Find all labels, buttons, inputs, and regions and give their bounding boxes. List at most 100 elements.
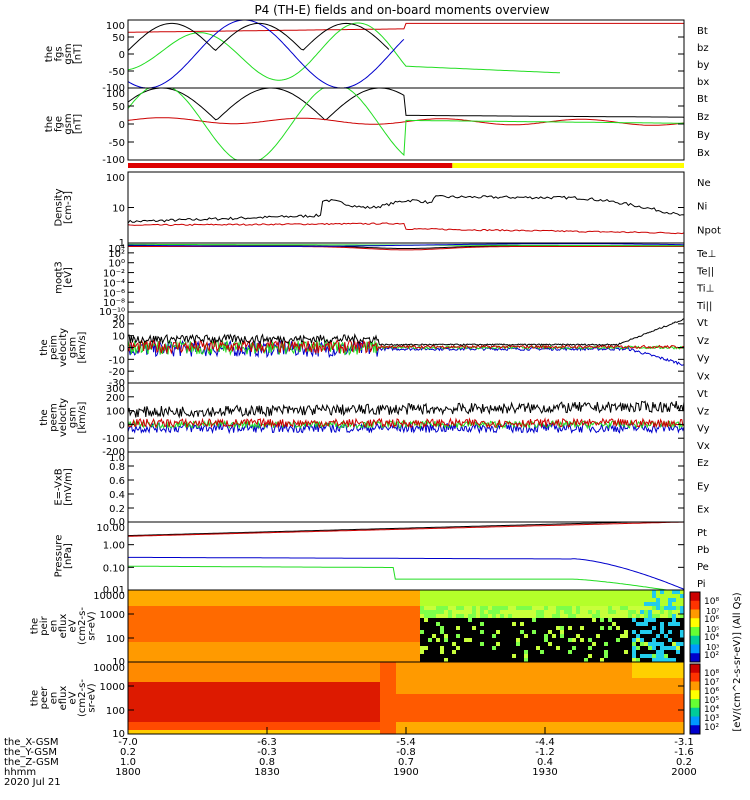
spectrogram-cell bbox=[184, 658, 189, 662]
spectrogram-cell bbox=[428, 702, 433, 707]
spectrogram-cell bbox=[544, 614, 549, 619]
spectrogram-cell bbox=[180, 650, 185, 655]
spectrogram-cell bbox=[516, 690, 521, 695]
spectrogram-cell bbox=[484, 638, 489, 643]
spectrogram-cell bbox=[196, 598, 201, 603]
spectrogram-cell bbox=[544, 666, 549, 671]
spectrogram-cell bbox=[144, 674, 149, 679]
spectrogram-cell bbox=[296, 666, 301, 671]
spectrogram-cell bbox=[136, 622, 141, 627]
spectrogram-cell bbox=[260, 626, 265, 631]
spectrogram-cell bbox=[260, 642, 265, 647]
spectrogram-cell bbox=[584, 718, 589, 723]
spectrogram-cell bbox=[504, 714, 509, 719]
spectrogram-cell bbox=[272, 706, 277, 711]
spectrogram-cell bbox=[396, 634, 401, 639]
spectrogram-cell bbox=[300, 690, 305, 695]
spectrogram-cell bbox=[640, 630, 645, 635]
spectrogram-cell bbox=[144, 646, 149, 651]
spectrogram-cell bbox=[268, 618, 273, 623]
spectrogram-cell bbox=[340, 590, 345, 595]
y-tick-label: -20 bbox=[109, 367, 125, 378]
spectrogram-cell bbox=[180, 654, 185, 659]
spectrogram-cell bbox=[488, 618, 493, 623]
spectrogram-cell bbox=[340, 678, 345, 683]
spectrogram-cell bbox=[404, 614, 409, 619]
spectrogram-cell bbox=[480, 722, 485, 727]
spectrogram-cell bbox=[268, 622, 273, 627]
spectrogram-cell bbox=[452, 638, 457, 643]
spectrogram-cell bbox=[324, 638, 329, 643]
spectrogram-cell bbox=[616, 606, 621, 611]
spectrogram-cell bbox=[280, 642, 285, 647]
spectrogram-cell bbox=[304, 618, 309, 623]
spectrogram-cell bbox=[428, 614, 433, 619]
spectrogram-cell bbox=[184, 642, 189, 647]
spectrogram-cell bbox=[388, 634, 393, 639]
spectrogram-cell bbox=[192, 694, 197, 699]
spectrogram-cell bbox=[152, 682, 157, 687]
spectrogram-cell bbox=[548, 698, 553, 703]
spectrogram-cell bbox=[616, 678, 621, 683]
spectrogram-cell bbox=[392, 662, 397, 667]
spectrogram-cell bbox=[356, 662, 361, 667]
spectrogram-cell bbox=[152, 626, 157, 631]
spectrogram-cell bbox=[252, 674, 257, 679]
spectrogram-cell bbox=[528, 658, 533, 662]
spectrogram-cell bbox=[132, 690, 137, 695]
spectrogram-cell bbox=[148, 638, 153, 643]
spectrogram-cell bbox=[356, 658, 361, 662]
spectrogram-cell bbox=[372, 642, 377, 647]
spectrogram-cell bbox=[132, 622, 137, 627]
spectrogram-cell bbox=[580, 650, 585, 655]
spectrogram-cell bbox=[484, 606, 489, 611]
spectrogram-cell bbox=[480, 610, 485, 615]
spectrogram-cell bbox=[260, 622, 265, 627]
spectrogram-cell bbox=[604, 626, 609, 631]
spectrogram-cell bbox=[540, 670, 545, 675]
spectrogram-cell bbox=[516, 646, 521, 651]
spectrogram-cell bbox=[580, 678, 585, 683]
spectrogram-cell bbox=[244, 670, 249, 675]
spectrogram-cell bbox=[248, 642, 253, 647]
spectrogram-cell bbox=[404, 646, 409, 651]
spectrogram-cell bbox=[248, 686, 253, 691]
spectrogram-cell bbox=[200, 726, 205, 731]
spectrogram-cell bbox=[548, 602, 553, 607]
spectrogram-cell bbox=[284, 662, 289, 667]
spectrogram-cell bbox=[192, 666, 197, 671]
spectrogram-cell bbox=[396, 714, 401, 719]
spectrogram-cell bbox=[464, 702, 469, 707]
spectrogram-cell bbox=[204, 670, 209, 675]
spectrogram-cell bbox=[452, 618, 457, 623]
spectrogram-cell bbox=[356, 610, 361, 615]
spectrogram-cell bbox=[128, 638, 133, 643]
spectrogram-cell bbox=[584, 646, 589, 651]
spectrogram-cell bbox=[144, 722, 149, 727]
spectrogram-cell bbox=[536, 602, 541, 607]
spectrogram-cell bbox=[588, 614, 593, 619]
spectrogram-cell bbox=[508, 618, 513, 623]
spectrogram-cell bbox=[320, 670, 325, 675]
spectrogram-cell bbox=[268, 690, 273, 695]
spectrogram-cell bbox=[464, 678, 469, 683]
spectrogram-cell bbox=[236, 622, 241, 627]
spectrogram-cell bbox=[232, 726, 237, 731]
spectrogram-cell bbox=[240, 650, 245, 655]
spectrogram-cell bbox=[236, 618, 241, 623]
legend-entry: Ti⊥ bbox=[696, 284, 714, 295]
spectrogram-cell bbox=[548, 710, 553, 715]
spectrogram-cell bbox=[604, 614, 609, 619]
spectrogram-cell bbox=[508, 638, 513, 643]
spectrogram-cell bbox=[524, 718, 529, 723]
spectrogram-cell bbox=[476, 702, 481, 707]
spectrogram-cell bbox=[676, 654, 681, 659]
spectrogram-cell bbox=[168, 730, 173, 734]
spectrogram-cell bbox=[240, 614, 245, 619]
spectrogram-cell bbox=[644, 598, 649, 603]
spectrogram-cell bbox=[368, 682, 373, 687]
spectrogram-cell bbox=[208, 698, 213, 703]
spectrogram-cell bbox=[456, 662, 461, 667]
spectrogram-cell bbox=[480, 594, 485, 599]
spectrogram-cell bbox=[512, 618, 517, 623]
